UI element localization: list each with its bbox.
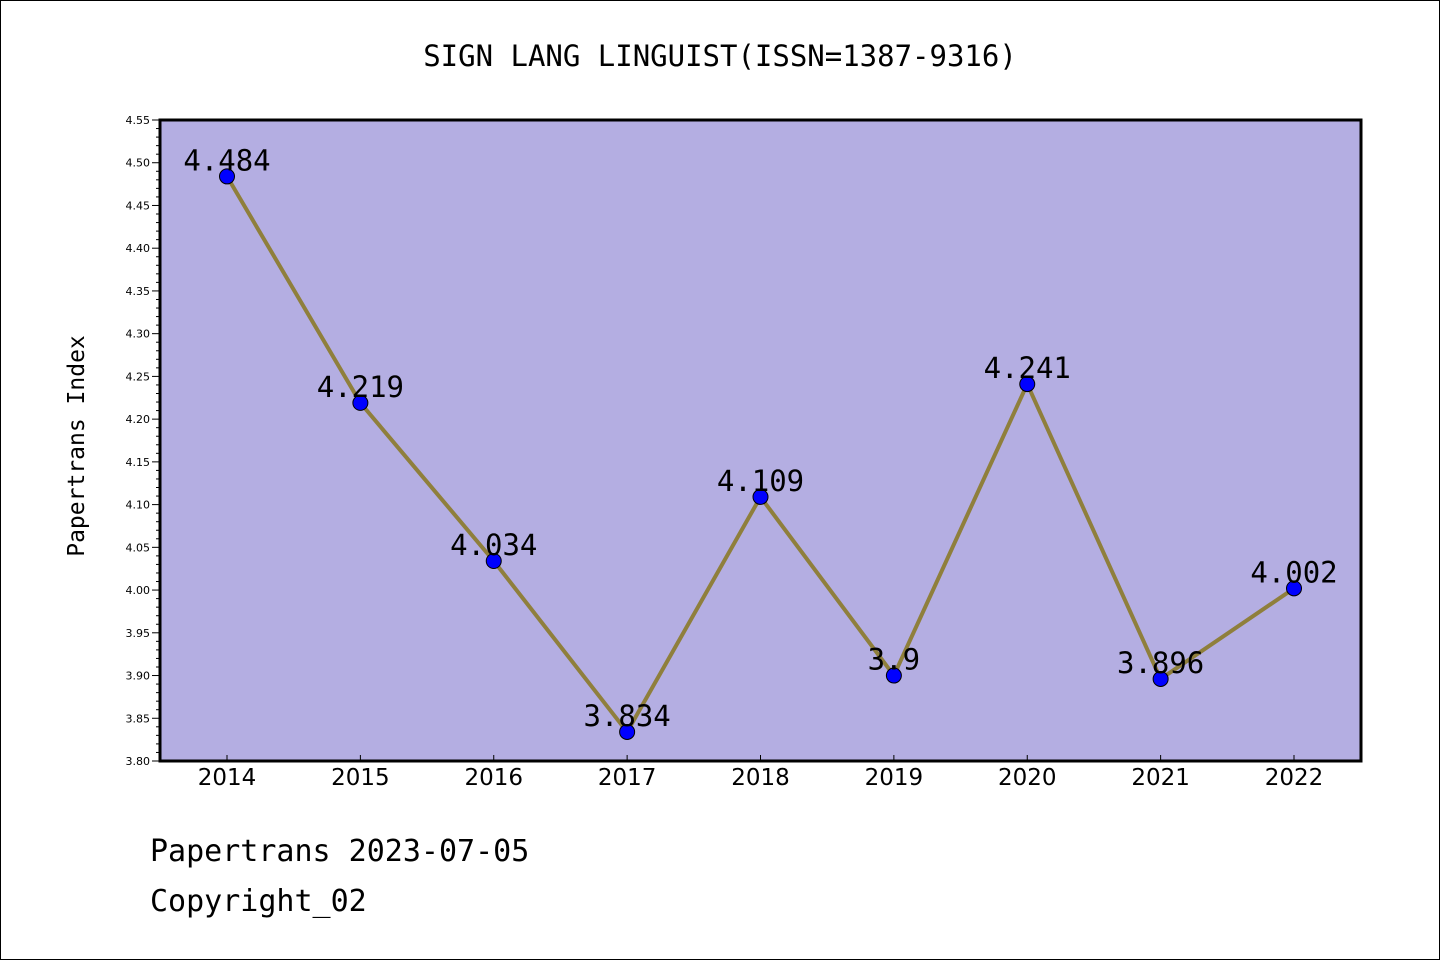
x-tick-label: 2015 — [331, 765, 390, 791]
y-tick-label: 3.95 — [126, 627, 151, 640]
y-tick-label: 4.45 — [126, 199, 151, 212]
y-tick-label: 4.25 — [126, 370, 151, 383]
y-tick-label: 3.85 — [126, 712, 151, 725]
data-labels: 4.484 4.219 4.034 3.834 4.109 3.9 4.241 3.896 4.… — [183, 143, 1337, 733]
data-point-marker — [752, 488, 769, 505]
y-tick-label: 4.50 — [126, 157, 151, 170]
data-point-label: 3.896 — [1117, 646, 1204, 680]
data-point-label: 3.9 — [868, 643, 920, 677]
chart-title: SIGN LANG LINGUIST(ISSN=1387-9316) — [423, 39, 1017, 73]
x-tick-label: 2019 — [865, 765, 924, 791]
y-tick-label: 4.00 — [126, 584, 151, 597]
data-point-label: 4.109 — [717, 464, 804, 498]
y-tick-label: 4.20 — [126, 413, 151, 426]
data-point-marker — [219, 168, 235, 185]
x-tick-label: 2020 — [998, 765, 1057, 791]
y-axis-ticks: 3.80 3.85 3.90 3.95 4.00 4.05 4.10 4.15 4.20 4.25… — [126, 114, 160, 768]
x-tick-label: 2022 — [1265, 765, 1324, 791]
data-point-marker — [1286, 580, 1302, 597]
data-point-marker — [1152, 670, 1169, 687]
y-tick-label: 4.30 — [126, 328, 151, 341]
footer-copyright-text: Copyright_02 — [150, 884, 367, 919]
x-axis-ticks: 2014 2015 2016 2017 2018 2019 2020 2021 2022 — [198, 755, 1324, 791]
data-point-label: 4.034 — [450, 528, 537, 562]
data-point-label: 4.002 — [1250, 555, 1337, 589]
data-point-label: 4.241 — [984, 351, 1071, 385]
y-axis-label: Papertrans Index — [64, 335, 90, 557]
data-point-marker — [619, 723, 636, 740]
x-tick-label: 2016 — [464, 765, 523, 791]
plot-area — [158, 118, 1363, 763]
y-tick-label: 4.40 — [126, 242, 151, 255]
data-point-marker — [885, 667, 902, 684]
y-tick-label: 4.15 — [126, 456, 151, 469]
data-point-marker — [352, 394, 369, 411]
y-tick-label: 4.05 — [126, 541, 151, 554]
y-tick-label: 4.35 — [126, 285, 151, 298]
x-tick-label: 2018 — [731, 765, 790, 791]
x-tick-label: 2014 — [198, 765, 257, 791]
x-tick-label: 2017 — [598, 765, 657, 791]
y-tick-label: 3.80 — [126, 755, 151, 768]
y-tick-label: 3.90 — [126, 670, 151, 683]
data-point-marker — [1019, 376, 1036, 393]
data-point-marker — [485, 553, 502, 570]
data-markers — [219, 168, 1302, 740]
data-point-label: 4.484 — [183, 143, 270, 177]
y-tick-label: 4.10 — [126, 499, 151, 512]
x-tick-label: 2021 — [1131, 765, 1190, 791]
data-point-label: 4.219 — [317, 370, 404, 404]
data-point-label: 3.834 — [583, 699, 670, 733]
y-tick-label: 4.55 — [126, 114, 151, 127]
footer-date-text: Papertrans 2023-07-05 — [150, 834, 530, 869]
